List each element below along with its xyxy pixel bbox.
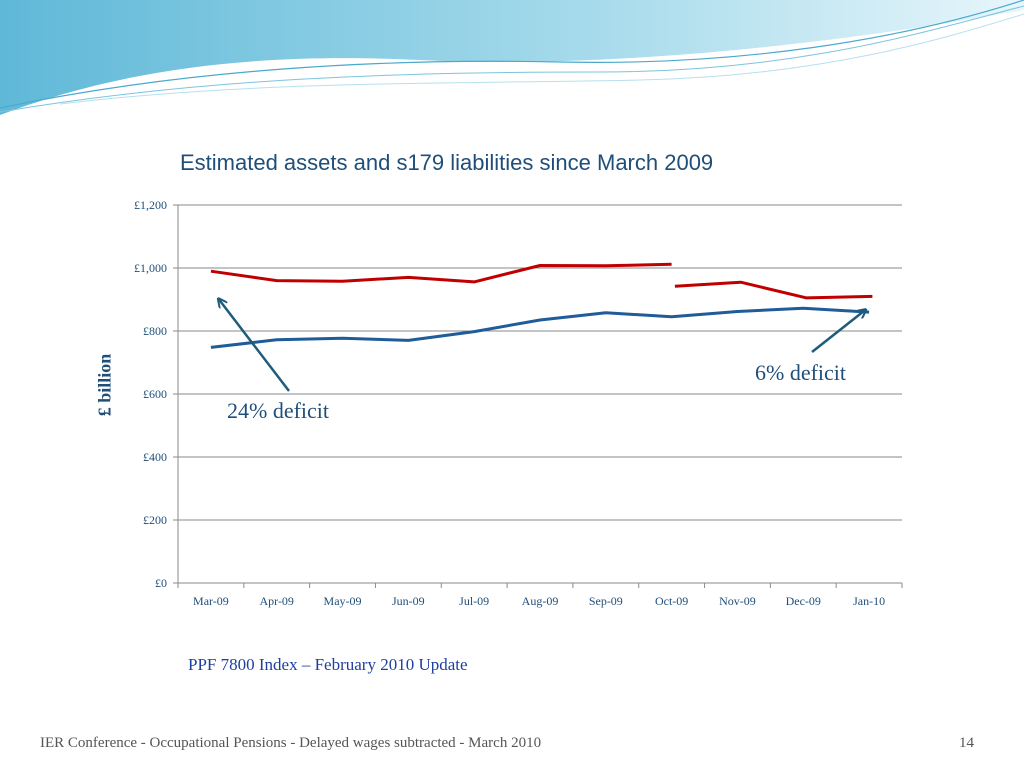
source-note: PPF 7800 Index – February 2010 Update — [188, 655, 468, 674]
annotation-24-deficit: 24% deficit — [227, 398, 330, 423]
annotation-arrows — [219, 299, 865, 392]
page-number: 14 — [959, 735, 974, 751]
x-tick-label: Sep-09 — [589, 594, 623, 608]
arrow-6-deficit — [811, 310, 865, 353]
x-tick-label: May-09 — [324, 594, 362, 608]
y-tick-label: £200 — [143, 513, 167, 527]
series — [210, 262, 873, 349]
x-tick-label: Apr-09 — [260, 594, 294, 608]
arrow-24-deficit — [219, 299, 290, 392]
axes: £0 £200 £400 £600 £800 £1,000 £1,200 Mar-09 Apr-… — [134, 198, 903, 608]
x-tick-label: Jun-09 — [392, 594, 425, 608]
gridlines — [178, 204, 902, 521]
y-tick-label: £400 — [143, 450, 167, 464]
chart-title: Estimated assets and s179 liabilities si… — [180, 150, 714, 175]
series-line-liabilities — [674, 280, 873, 300]
x-tick-label: Jan-10 — [853, 594, 885, 608]
annotation-6-deficit: 6% deficit — [755, 360, 847, 385]
x-tick-label: Nov-09 — [719, 594, 756, 608]
header-decoration — [0, 0, 1024, 115]
y-tick-label: £1,000 — [134, 261, 167, 275]
series-line-assets — [210, 306, 870, 349]
series-line-liabilities — [210, 262, 672, 284]
y-tick-label: £600 — [143, 387, 167, 401]
x-tick-label: Jul-09 — [459, 594, 489, 608]
x-tick-label: Dec-09 — [786, 594, 821, 608]
y-tick-label: £0 — [155, 576, 167, 590]
x-tick-label: Mar-09 — [193, 594, 229, 608]
footer-text: IER Conference - Occupational Pensions -… — [40, 735, 542, 751]
x-tick-label: Oct-09 — [655, 594, 688, 608]
y-tick-label: £800 — [143, 324, 167, 338]
x-tick-label: Aug-09 — [522, 594, 559, 608]
y-tick-label: £1,200 — [134, 198, 167, 212]
